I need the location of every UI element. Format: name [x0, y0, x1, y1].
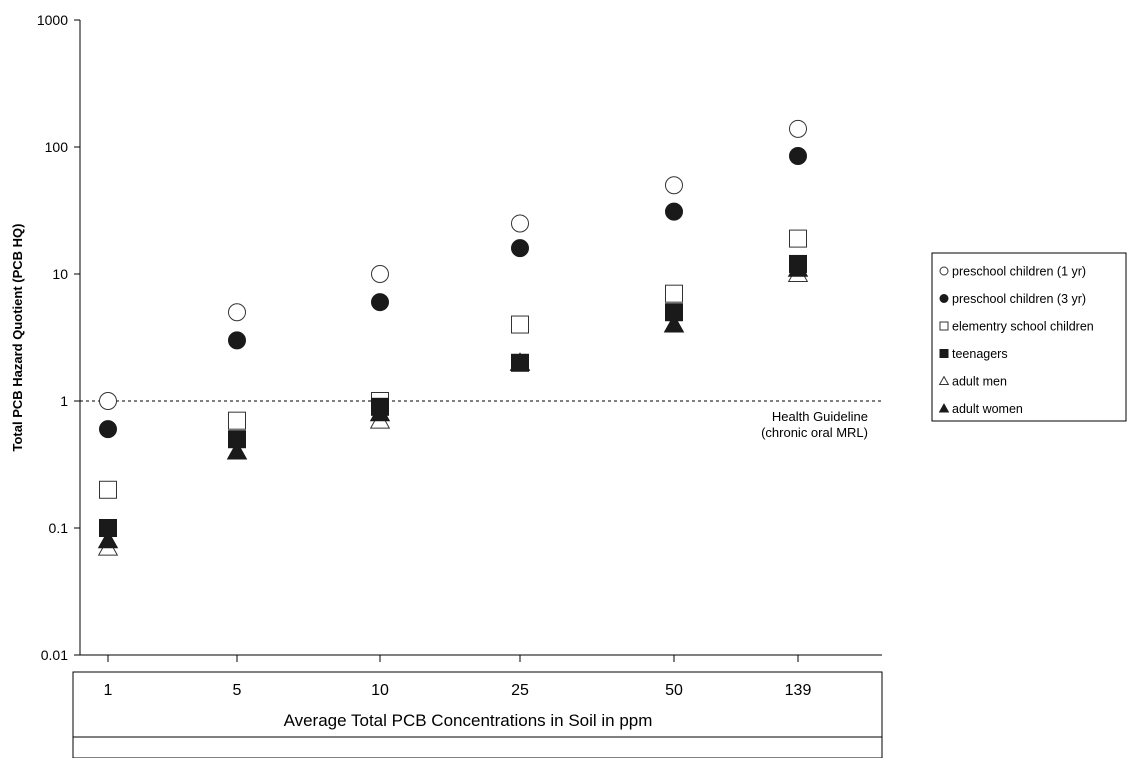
data-point [228, 303, 246, 322]
legend-item: adult men [938, 375, 1007, 389]
x-tick-labels: 1 5 10 25 50 139 [104, 682, 812, 699]
series-square-filled [99, 254, 807, 537]
data-point [228, 331, 246, 350]
legend-marker [939, 266, 949, 276]
data-point [99, 420, 117, 439]
series-triangle-filled [97, 258, 809, 549]
legend-label: adult women [952, 402, 1023, 416]
legend-box [931, 252, 1127, 422]
data-point [228, 411, 246, 430]
legend-marker [939, 321, 949, 331]
legend-marker [938, 403, 950, 413]
legend-item: preschool children (1 yr) [939, 265, 1086, 279]
y-tick-label: 1000 [37, 12, 68, 28]
y-axis-label: Total PCB Hazard Quotient (PCB HQ) [10, 224, 25, 452]
legend: preschool children (1 yr) preschool child… [931, 252, 1127, 422]
data-point [665, 303, 683, 322]
data-point [789, 146, 807, 165]
y-tick-label: 0.1 [49, 520, 69, 536]
axes-layer: 0.01 0.1 1 10 100 1000 [37, 12, 882, 663]
y-tick-label: 1 [60, 393, 68, 409]
x-axis-label: Average Total PCB Concentrations in Soil… [284, 711, 653, 730]
y-tick-label: 10 [52, 266, 68, 282]
data-point [663, 314, 685, 333]
legend-item: preschool children (3 yr) [939, 292, 1086, 306]
legend-label: teenagers [952, 347, 1008, 361]
x-tick-label: 5 [233, 682, 242, 699]
data-point [511, 239, 529, 258]
legend-marker [939, 349, 949, 358]
health-guideline-label: Health Guideline [772, 409, 868, 424]
legend-marker [938, 375, 950, 386]
data-point [97, 529, 119, 549]
data-point [511, 214, 529, 233]
data-point [99, 392, 117, 410]
y-tick-label: 0.01 [41, 647, 68, 663]
data-point [665, 284, 683, 303]
data-point [228, 430, 246, 449]
x-tick-label: 25 [511, 682, 529, 699]
series-square-open [99, 229, 807, 499]
data-point [665, 202, 683, 221]
data-point [789, 119, 807, 138]
legend-label: preschool children (1 yr) [952, 265, 1086, 279]
data-point [665, 176, 683, 195]
y-tick-label: 100 [45, 139, 69, 155]
data-point [511, 353, 529, 372]
data-points-layer [97, 119, 809, 556]
series-circle-open [99, 119, 807, 410]
legend-label: preschool children (3 yr) [952, 292, 1086, 306]
series-circle-filled [99, 146, 807, 439]
data-point [371, 397, 389, 416]
legend-label: elementry school children [952, 320, 1094, 334]
legend-item: adult women [938, 402, 1023, 416]
data-point [511, 315, 529, 334]
x-tick-label: 1 [104, 682, 113, 699]
x-tick-label: 50 [665, 682, 683, 699]
legend-marker [939, 294, 949, 303]
series-triangle-open [97, 263, 809, 556]
data-point [99, 519, 117, 537]
x-tick-label: 139 [785, 682, 812, 699]
legend-label: adult men [952, 375, 1007, 389]
legend-item: elementry school children [939, 320, 1094, 334]
x-tick-label: 10 [371, 682, 389, 699]
x-axis-box [72, 671, 883, 758]
legend-item: teenagers [939, 347, 1008, 361]
data-point [371, 293, 389, 312]
data-point [789, 254, 807, 273]
data-point [99, 480, 117, 499]
data-point [226, 441, 248, 460]
data-point [789, 229, 807, 248]
health-guideline-sublabel: (chronic oral MRL) [761, 425, 868, 440]
reference-layer: Health Guideline (chronic oral MRL) [80, 400, 882, 440]
data-point [371, 265, 389, 283]
